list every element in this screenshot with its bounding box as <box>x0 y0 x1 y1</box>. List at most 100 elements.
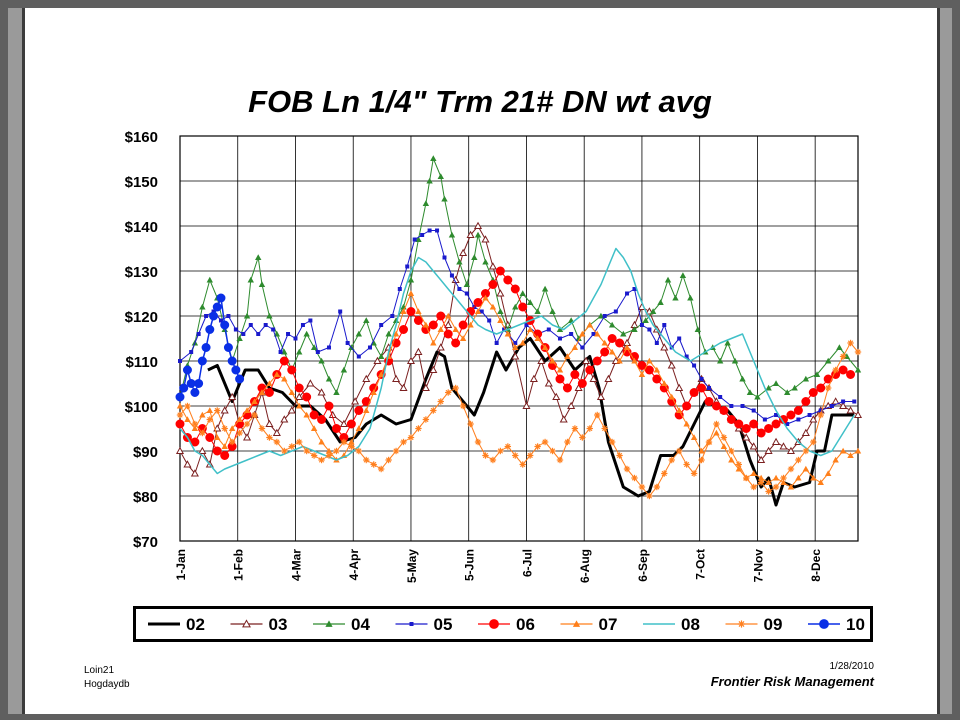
data-point <box>242 619 251 628</box>
data-point <box>392 374 401 383</box>
data-point <box>779 442 788 450</box>
data-point <box>459 248 468 257</box>
data-point <box>212 446 222 456</box>
x-tick-label: 4-Mar <box>289 549 303 581</box>
data-point <box>552 392 561 401</box>
data-point <box>625 291 630 296</box>
data-point <box>697 383 707 393</box>
data-point <box>435 228 440 233</box>
data-point <box>175 446 185 455</box>
data-point <box>675 383 684 392</box>
data-point <box>278 350 283 354</box>
data-point <box>436 343 445 351</box>
chart-axes: $70 $80 $90 $100 $110 $120 $130 $140 $150 $160 1-J… <box>125 129 824 583</box>
data-point <box>233 327 238 332</box>
data-point <box>623 344 631 351</box>
data-point <box>556 456 564 464</box>
data-point <box>694 326 702 333</box>
data-point <box>258 425 266 432</box>
data-point <box>602 314 607 318</box>
data-point <box>414 347 423 356</box>
data-point <box>513 341 518 345</box>
data-point <box>310 425 318 432</box>
data-point <box>817 479 824 486</box>
data-point <box>647 327 652 332</box>
series-09 <box>176 339 862 500</box>
data-point <box>209 311 219 321</box>
x-tick-label: 6-Jul <box>520 549 534 577</box>
data-point <box>248 323 253 327</box>
data-point <box>266 312 273 319</box>
data-point <box>832 456 839 463</box>
data-point <box>340 438 348 446</box>
data-point <box>199 303 206 310</box>
data-point <box>264 388 274 397</box>
series-line <box>179 158 859 398</box>
data-point <box>296 402 303 409</box>
data-point <box>579 330 586 337</box>
data-point <box>474 231 482 238</box>
data-point <box>218 318 223 323</box>
data-point <box>333 389 340 396</box>
data-point <box>511 352 520 360</box>
data-point <box>846 370 856 379</box>
data-point <box>497 447 504 455</box>
data-point <box>653 366 661 373</box>
y-tick-label: $160 <box>125 129 158 146</box>
legend-label: 05 <box>434 615 453 634</box>
data-point <box>243 407 251 414</box>
data-point <box>575 335 582 342</box>
data-point <box>740 404 745 408</box>
data-point <box>793 406 803 415</box>
data-point <box>198 446 207 455</box>
legend-item-10: 10 <box>808 615 865 634</box>
data-point <box>179 383 189 393</box>
data-point <box>182 365 192 375</box>
data-point <box>801 397 811 406</box>
legend-label: 03 <box>269 615 288 634</box>
data-point <box>579 434 586 441</box>
data-point <box>729 404 734 408</box>
data-point <box>699 377 704 381</box>
data-point <box>728 456 735 463</box>
data-point <box>448 231 456 238</box>
data-point <box>597 312 605 319</box>
data-point <box>459 402 467 410</box>
data-point <box>458 320 468 330</box>
data-point <box>574 383 583 392</box>
data-point <box>541 438 549 446</box>
footer-left-line1: Loin21 <box>84 665 115 676</box>
data-point <box>735 465 742 472</box>
data-point <box>689 388 699 397</box>
data-point <box>586 425 593 432</box>
data-point <box>409 622 414 626</box>
data-point <box>456 258 463 265</box>
data-point <box>452 384 459 392</box>
data-point <box>302 392 312 402</box>
data-point <box>772 380 780 387</box>
chart-grid <box>179 135 859 542</box>
data-point <box>206 276 214 283</box>
data-point <box>601 339 608 346</box>
x-tick-label: 1-Jan <box>174 549 188 580</box>
data-point <box>644 365 654 375</box>
data-point <box>504 330 512 337</box>
data-point <box>231 365 241 375</box>
data-point <box>809 415 818 423</box>
data-point <box>362 374 371 383</box>
data-point <box>473 221 483 230</box>
series-05 <box>178 228 857 426</box>
data-point <box>503 275 513 285</box>
data-point <box>463 281 471 288</box>
data-point <box>570 370 580 379</box>
x-tick-label: 8-Dec <box>809 549 823 582</box>
data-point <box>526 326 534 333</box>
data-point <box>482 258 489 265</box>
data-point <box>235 374 245 384</box>
data-point <box>287 365 297 375</box>
data-point <box>223 343 233 352</box>
data-point <box>228 392 237 401</box>
data-point <box>585 365 595 375</box>
data-point <box>216 293 226 303</box>
data-point <box>639 323 644 327</box>
